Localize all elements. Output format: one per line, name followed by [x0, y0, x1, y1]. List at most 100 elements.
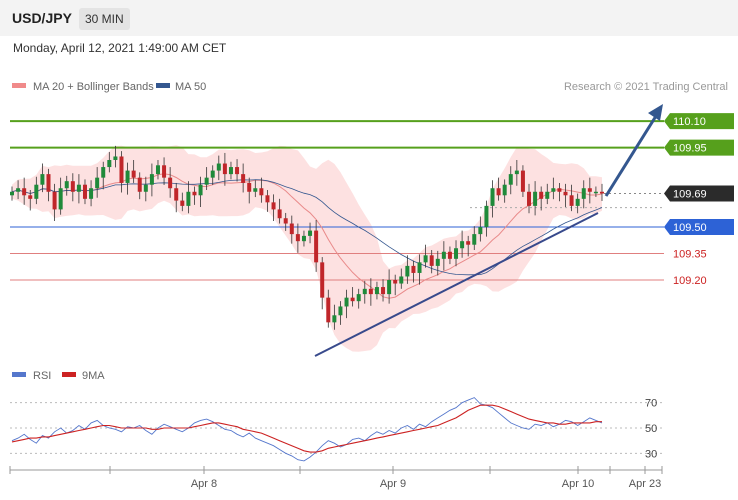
x-tick-label: Apr 8	[191, 478, 217, 490]
candle-body	[82, 184, 87, 199]
candle-body	[162, 165, 167, 178]
rsi-tick-30: 30	[645, 448, 657, 460]
candle-body	[107, 160, 112, 168]
candle-body	[484, 205, 489, 228]
candle-body	[423, 255, 428, 263]
candle-body	[222, 163, 227, 175]
level-label-110-10: 110.10	[673, 116, 706, 128]
candle-body	[204, 177, 209, 185]
candle-body	[277, 209, 282, 219]
candle-body	[362, 288, 367, 295]
level-label-109-69: 109.69	[673, 189, 707, 201]
candle-body	[417, 262, 422, 273]
ma50-legend-swatch	[156, 83, 170, 88]
rsi-plot: 70 50 30	[10, 397, 664, 462]
candle-body	[271, 202, 276, 210]
datetime-label: Monday, April 12, 2021 1:49:00 AM CET	[13, 41, 227, 55]
candle-body	[149, 174, 154, 185]
price-plot: 110.10 109.95 109.69 109.50 109.35 109.20	[10, 104, 734, 357]
x-tick-label: Apr 10	[562, 478, 594, 490]
candle-body	[64, 181, 69, 189]
candle-body	[569, 195, 574, 206]
forecast-arrow-line	[604, 115, 658, 197]
candle-body	[101, 167, 106, 178]
candle-body	[52, 191, 57, 210]
ma50-legend-label: MA 50	[175, 81, 206, 93]
candle-body	[460, 241, 465, 249]
candle-body	[600, 191, 604, 194]
candle-body	[332, 315, 337, 323]
candle-body	[545, 191, 550, 199]
candle-body	[186, 191, 191, 206]
candle-body	[192, 191, 197, 196]
symbol-label: USD/JPY	[12, 10, 72, 26]
candle-body	[447, 251, 452, 259]
candle-body	[253, 188, 258, 192]
candle-body	[435, 258, 440, 266]
candle-body	[125, 170, 130, 183]
candle-body	[259, 188, 264, 196]
candle-body	[527, 191, 532, 206]
level-box-109-95	[664, 139, 734, 156]
candle-body	[454, 248, 459, 259]
candle-body	[46, 174, 51, 192]
candle-body	[28, 195, 33, 199]
rsi-line	[11, 397, 603, 462]
candle-body	[539, 191, 544, 199]
timeframe-badge[interactable]: 30 MIN	[79, 8, 130, 30]
candle-body	[356, 294, 361, 302]
candle-body	[228, 167, 233, 175]
candle-body	[283, 218, 288, 224]
forecast-arrow-head	[648, 104, 663, 121]
candle-body	[210, 170, 215, 178]
candle-body	[338, 306, 343, 316]
candle-body	[551, 188, 556, 192]
candle-body	[143, 184, 148, 192]
bollinger-band	[12, 145, 602, 352]
candle-body	[174, 188, 179, 201]
candle-body	[168, 177, 173, 189]
candle-body	[533, 191, 538, 206]
candle-body	[387, 280, 392, 295]
candle-body	[393, 280, 398, 284]
ma20-legend-label: MA 20 + Bollinger Bands	[33, 81, 154, 93]
x-tick-label: Apr 9	[380, 478, 406, 490]
candle-body	[466, 241, 471, 245]
candle-body	[198, 184, 203, 196]
candle-body	[295, 234, 300, 242]
x-tick-label: Apr 23	[629, 478, 661, 490]
candle-body	[411, 265, 416, 273]
candle-body	[320, 262, 325, 298]
candle-body	[350, 297, 355, 302]
candle-body	[113, 156, 118, 160]
candle-body	[490, 188, 495, 206]
candle-body	[247, 182, 252, 192]
candle-body	[301, 235, 306, 242]
level-box-110-10	[664, 113, 734, 130]
rsi-ma-line	[11, 404, 602, 453]
candle-body	[326, 297, 331, 323]
candle-body	[587, 188, 592, 192]
level-box-109-50	[664, 219, 734, 236]
candle-body	[508, 174, 513, 185]
level-label-109-95: 109.95	[673, 143, 707, 155]
candle-body	[70, 181, 75, 192]
candle-body	[58, 188, 63, 210]
ma20-line	[11, 173, 603, 299]
candle-body	[155, 165, 160, 175]
candle-body	[119, 156, 124, 183]
candle-body	[441, 251, 446, 259]
candle-body	[22, 188, 27, 196]
candle-body	[10, 191, 14, 196]
candle-body	[563, 191, 568, 196]
credit-label: Research © 2021 Trading Central	[564, 81, 728, 93]
candle-body	[557, 188, 562, 192]
candle-body	[502, 184, 507, 196]
rsi-tick-50: 50	[645, 423, 657, 435]
candle-body	[374, 287, 379, 295]
rsi-ma-legend-label: 9MA	[82, 370, 105, 382]
candle-body	[76, 184, 81, 192]
candle-body	[314, 230, 319, 263]
candle-body	[520, 170, 525, 192]
